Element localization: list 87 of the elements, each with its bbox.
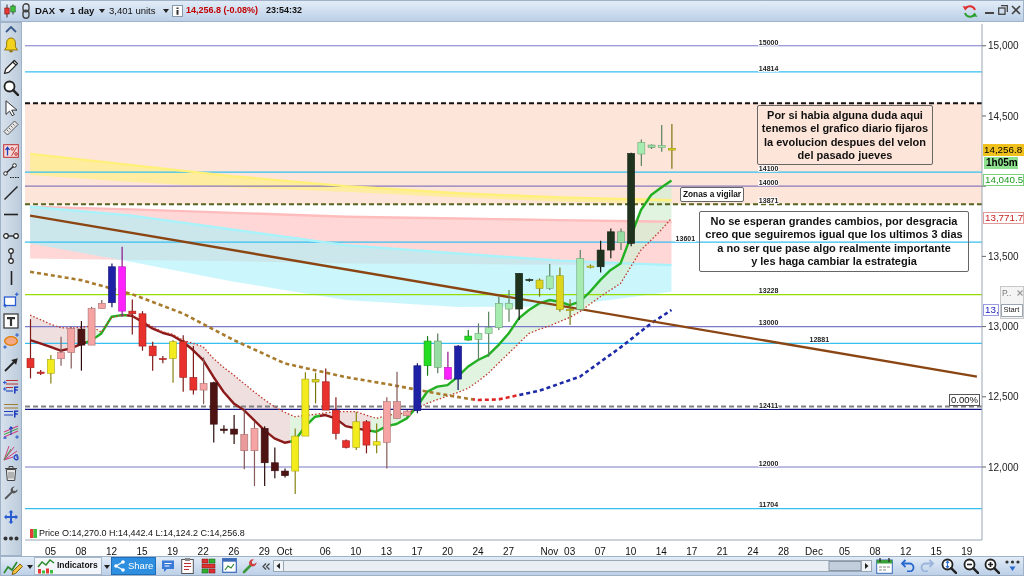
x-tick-label: Nov — [540, 546, 559, 558]
x-tick-label: 10 — [350, 546, 362, 558]
x-tick-label: 08 — [869, 546, 882, 558]
x-tick-label: 12 — [900, 546, 912, 558]
candlestick — [657, 124, 666, 153]
line-series — [28, 270, 673, 402]
candlestick — [444, 351, 452, 381]
x-tick-label: 12 — [105, 546, 118, 558]
candlestick — [159, 355, 167, 364]
x-tick-label: 21 — [716, 546, 729, 558]
candlestick — [189, 345, 198, 395]
candlestick — [250, 421, 259, 487]
x-tick-label: 24 — [472, 546, 485, 558]
candlestick — [230, 414, 238, 445]
x-tick-label: 27 — [503, 546, 515, 558]
y-tick-label: 14,500 — [988, 110, 1020, 122]
candlestick — [617, 227, 625, 251]
candlestick — [199, 356, 208, 405]
text: 14,040.5 — [983, 174, 1024, 187]
y-tick-label: 15,000 — [988, 40, 1020, 52]
candlestick — [332, 396, 340, 441]
annotation: Por si habia alguna duda aqui tenemos el grafico diario fijaros la evolucion despues del velon del pasado jueves — [757, 105, 933, 165]
candlestick — [47, 354, 55, 385]
candlestick — [26, 318, 35, 379]
x-tick-label: 19 — [961, 546, 973, 558]
candlestick — [128, 298, 137, 336]
y-tick-label: 13,000 — [988, 321, 1020, 333]
candlestick — [311, 372, 320, 404]
x-tick-label: Dec — [805, 546, 823, 558]
text: P.. — [1002, 288, 1012, 298]
y-tick-label: 12,000 — [988, 461, 1020, 473]
text: 14,256.8 (-0.08%) — [186, 5, 259, 15]
text: Share — [128, 560, 154, 571]
candlestick — [393, 371, 401, 420]
x-tick-label: 22 — [197, 546, 210, 558]
text: 1 day — [70, 5, 95, 16]
y-tick-label: 13,500 — [988, 250, 1020, 262]
x-tick-label: 29 — [258, 546, 271, 558]
candlestick — [372, 422, 381, 454]
candlestick — [607, 227, 615, 259]
x-tick-label: Oct — [276, 546, 293, 558]
x-tick-label: 15 — [136, 546, 149, 558]
x-tick-label: 20 — [441, 546, 454, 558]
candlestick — [148, 341, 157, 372]
candlestick — [505, 289, 513, 323]
text: 3,401 units — [109, 5, 156, 16]
candlestick — [362, 419, 371, 454]
x-tick-label: 24 — [747, 546, 759, 558]
candlestick — [57, 336, 65, 367]
text: 13, — [983, 304, 999, 316]
text: Indicators — [57, 560, 98, 570]
candlestick — [596, 240, 605, 273]
y-tick-label: 12,500 — [988, 391, 1020, 403]
x-tick-label: 14 — [655, 546, 668, 558]
x-tick-label: 05 — [44, 546, 57, 558]
x-tick-label: 17 — [686, 546, 698, 558]
x-tick-label: 17 — [411, 546, 423, 558]
candlestick — [535, 277, 544, 298]
text: 13,771.7 — [983, 212, 1024, 225]
x-tick-label: 13 — [380, 546, 393, 558]
x-tick-label: 06 — [319, 546, 332, 558]
x-tick-label: 05 — [839, 546, 851, 558]
x-tick-label: 08 — [75, 546, 87, 558]
x-tick-label: 07 — [594, 546, 607, 558]
annotation: Zonas a vigilar — [680, 187, 744, 202]
x-tick-label: 03 — [564, 546, 576, 558]
text: 23:54:32 — [266, 5, 303, 15]
candlestick — [77, 320, 86, 372]
candlestick — [545, 263, 554, 291]
x-tick-label: 26 — [228, 546, 240, 558]
x-tick-label: 15 — [930, 546, 943, 558]
x-tick-label: 28 — [777, 546, 790, 558]
candlestick — [169, 339, 177, 384]
candlestick — [220, 424, 228, 435]
line-series — [29, 217, 673, 420]
x-tick-label: 19 — [167, 546, 179, 558]
chart-title: DAX — [35, 5, 56, 16]
candlestick — [240, 408, 249, 470]
text: 1h05m — [984, 157, 1018, 170]
candlestick — [271, 446, 279, 479]
candlestick — [668, 123, 676, 170]
candlestick — [566, 298, 574, 326]
annotation: Price O:14,270.0 H:14,442.4 L:14,124.2 C:14,256.8 — [39, 528, 245, 538]
annotation: 0.00% — [949, 393, 980, 406]
text: 14,256.8 — [983, 144, 1024, 157]
annotation: No se esperan grandes cambios, por desgracia creo que seguiremos igual que los ultimos 3 dias a no ser que pase algo realmente importante y les haga cambiar la estrategia — [699, 211, 969, 272]
x-tick-label: 10 — [625, 546, 637, 558]
